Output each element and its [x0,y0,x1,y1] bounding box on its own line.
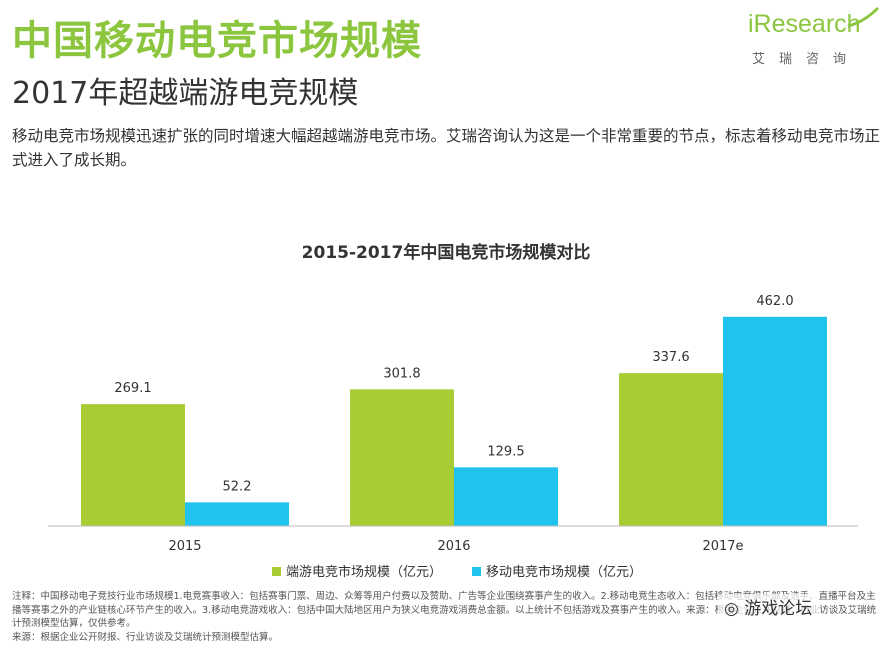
legend-swatch-pc [272,567,281,576]
legend-label-mobile: 移动电竞市场规模（亿元） [486,564,642,580]
logo-swoosh-icon [847,6,880,28]
page-subtitle: 2017年超越端游电竞规模 [12,76,359,111]
logo-chinese-name: 艾瑞咨询 [752,52,861,67]
data-label-mobile-2017e: 462.0 [756,294,793,309]
page-title: 中国移动电竞市场规模 [12,18,422,64]
bar-pc-2016 [350,389,454,526]
x-tick-label-2016: 2016 [437,539,470,554]
footnote-source: 来源：根据企业公开财报、行业访谈及艾瑞统计预测模型估算。 [12,631,279,643]
data-label-pc-2016: 301.8 [383,366,420,381]
legend-label-pc: 端游电竞市场规模（亿元） [286,564,442,580]
footnote-main: 注释：中国移动电子竞技行业市场规模1.电竞赛事收入：包括赛事门票、周边、众筹等用… [12,591,877,629]
x-tick-label-2017e: 2017e [702,539,743,554]
data-label-pc-2015: 269.1 [114,381,151,396]
footnotes: 注释：中国移动电子竞技行业市场规模1.电竞赛事收入：包括赛事门票、周边、众筹等用… [12,590,882,644]
bar-mobile-2015 [185,502,289,526]
x-tick-label-2015: 2015 [168,539,201,554]
data-label-mobile-2016: 129.5 [487,444,524,459]
bar-mobile-2017e [723,316,827,526]
logo-wordmark: iResearch [748,10,861,38]
bar-mobile-2016 [454,467,558,526]
legend-swatch-mobile [472,567,481,576]
wechat-icon: ◎ [724,599,739,619]
watermark: ◎ 游戏论坛 [718,594,819,619]
data-label-pc-2017e: 337.6 [652,350,689,365]
description-text: 移动电竞市场规模迅速扩张的同时增速大幅超越端游电竞市场。艾瑞咨询认为这是一个非常… [12,127,881,169]
watermark-text: 游戏论坛 [744,599,813,619]
iresearch-logo: iResearch 艾瑞咨询 [748,6,880,70]
chart-title: 2015-2017年中国电竞市场规模对比 [302,242,591,263]
bar-pc-2017e [619,373,723,526]
bar-pc-2015 [81,404,185,526]
data-label-mobile-2015: 52.2 [223,479,252,494]
bar-chart: 2015-2017年中国电竞市场规模对比 269.1 52.2 2015 301.8 12… [48,242,858,580]
